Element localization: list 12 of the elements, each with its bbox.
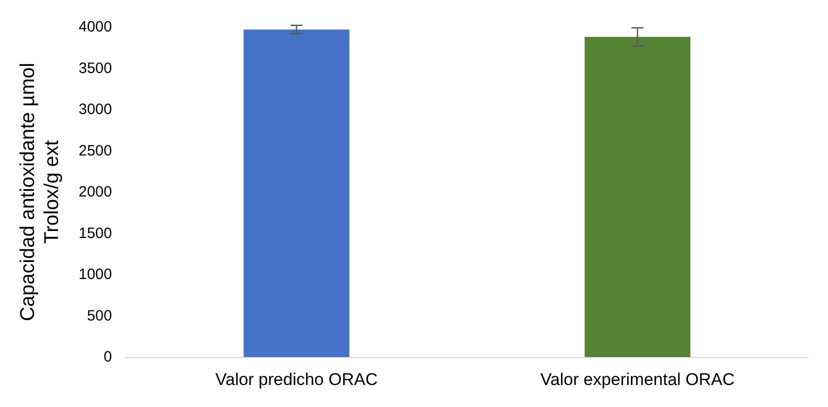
y-axis-title: Capacidad antioxidante µmol Trolox/g ext bbox=[17, 62, 63, 322]
y-tick-label: 2000 bbox=[78, 184, 112, 200]
y-tick-label: 4000 bbox=[78, 18, 112, 36]
y-tick-label: 3000 bbox=[78, 101, 112, 118]
y-tick-label: 3500 bbox=[78, 60, 112, 77]
x-tick-label: Valor experimental ORAC bbox=[540, 370, 735, 389]
y-tick-label: 500 bbox=[86, 307, 112, 324]
y-tick-label: 1500 bbox=[78, 224, 112, 242]
y-tick-label: 2500 bbox=[78, 142, 112, 160]
x-tick-label: Valor predicho ORAC bbox=[215, 370, 378, 389]
y-tick-label: 1000 bbox=[78, 266, 112, 283]
y-tick-label: 0 bbox=[104, 348, 112, 366]
